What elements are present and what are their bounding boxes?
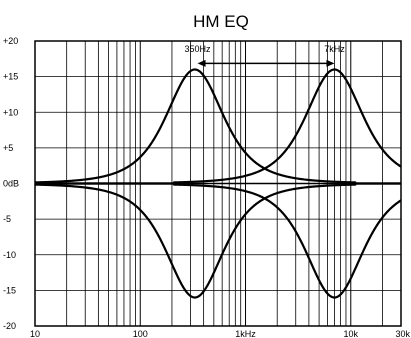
x-tick-label: 100 — [133, 329, 148, 338]
y-tick-label: -20 — [3, 321, 16, 331]
y-tick-label: -10 — [3, 250, 16, 260]
frequency-arrow — [197, 59, 335, 67]
y-tick-label: -5 — [3, 214, 11, 224]
plot-frame — [34, 40, 402, 327]
y-tick-label: +15 — [3, 72, 18, 82]
eq-curve-3 — [34, 182, 401, 299]
x-tick-label: 30k — [395, 329, 410, 338]
y-tick-label: +10 — [3, 107, 18, 117]
x-tick-label: 10 — [30, 329, 40, 338]
x-tick-label: 1kHz — [235, 329, 256, 338]
arrow-head-left — [197, 59, 206, 67]
eq-curve-1 — [34, 68, 401, 185]
curves — [34, 68, 402, 299]
y-tick-label: +5 — [3, 143, 13, 153]
labels: HM EQ +20 +15 +10 +5 0dB -5 -10 -15 -20 10 100 1kHz… — [3, 12, 410, 338]
y-tick-label: +20 — [3, 36, 18, 46]
y-tick-label: -15 — [3, 285, 16, 295]
x-tick-label: 10k — [344, 329, 359, 338]
chart-title: HM EQ — [193, 12, 249, 31]
eq-curve-4 — [35, 182, 402, 299]
y-tick-label: 0dB — [3, 179, 19, 189]
frequency-label: 7kHz — [324, 44, 345, 54]
arrow-head-right — [326, 59, 335, 67]
frequency-label: 350Hz — [185, 44, 212, 54]
